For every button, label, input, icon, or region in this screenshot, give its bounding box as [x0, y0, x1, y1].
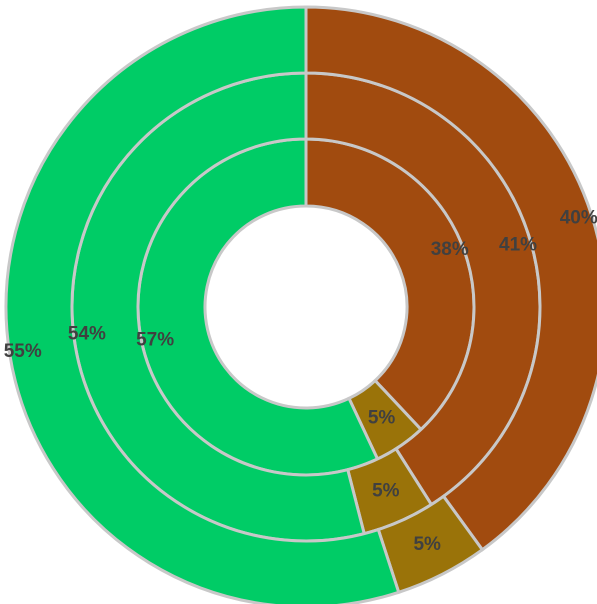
labels-layer: 38% 5% 57% 41% 5% 54% 40% 5% 55% [4, 207, 597, 555]
slices-layer [4, 5, 597, 604]
data-label-outer-0: 40% [560, 207, 597, 228]
slice-outer-0 [304, 5, 597, 552]
data-label-inner-1: 5% [368, 407, 396, 428]
data-label-middle-2: 54% [68, 324, 106, 345]
slice-outer-2 [4, 5, 401, 604]
data-label-outer-1: 5% [413, 534, 441, 555]
data-label-middle-1: 5% [372, 480, 400, 501]
data-label-outer-2: 55% [4, 341, 42, 362]
data-label-middle-0: 41% [499, 234, 537, 255]
data-label-inner-0: 38% [431, 239, 469, 260]
data-label-inner-2: 57% [136, 330, 174, 351]
